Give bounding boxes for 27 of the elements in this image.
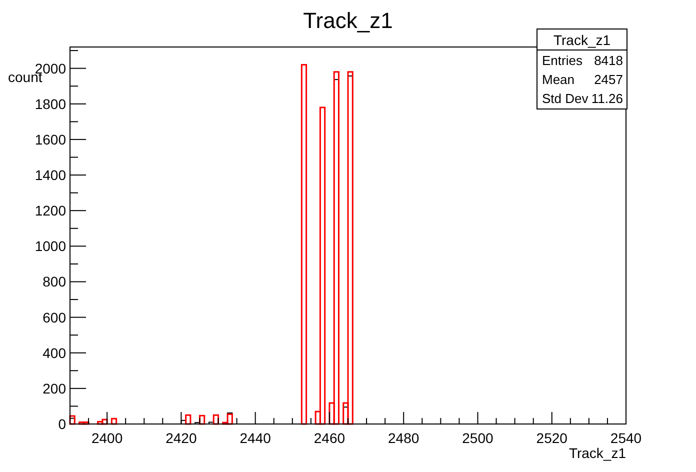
annotation: 2457 bbox=[594, 72, 623, 87]
annotation: 11.26 bbox=[591, 91, 623, 106]
y-tick-label: 600 bbox=[42, 309, 66, 326]
y-tick-label: 1600 bbox=[34, 131, 66, 148]
x-tick-label: 2420 bbox=[166, 430, 197, 446]
y-tick-label: 1000 bbox=[34, 238, 66, 254]
x-tick-label: 2400 bbox=[91, 430, 123, 446]
annotation: 8418 bbox=[594, 53, 623, 68]
y-tick-label: 1800 bbox=[34, 96, 66, 112]
y-tick-label: 200 bbox=[42, 380, 66, 396]
x-tick-label: 2500 bbox=[462, 430, 494, 446]
x-tick-label: 2520 bbox=[536, 430, 568, 446]
annotation: Mean bbox=[542, 72, 575, 87]
x-tick-label: 2480 bbox=[388, 430, 420, 446]
annotation: Track_z1 bbox=[553, 32, 611, 48]
y-tick-label: 800 bbox=[42, 274, 66, 290]
chart-title: Track_z1 bbox=[303, 8, 393, 33]
y-tick-label: 0 bbox=[58, 416, 66, 432]
y-tick-label: 1200 bbox=[34, 202, 66, 219]
x-axis-title: Track_z1 bbox=[568, 445, 626, 461]
x-tick-label: 2440 bbox=[240, 430, 272, 446]
annotation: Std Dev bbox=[542, 91, 589, 106]
annotation: Entries bbox=[542, 53, 583, 68]
x-tick-label: 2460 bbox=[314, 430, 346, 446]
y-tick-label: 1400 bbox=[34, 167, 66, 184]
x-tick-label: 2540 bbox=[610, 430, 642, 446]
y-tick-label: 400 bbox=[42, 344, 66, 361]
